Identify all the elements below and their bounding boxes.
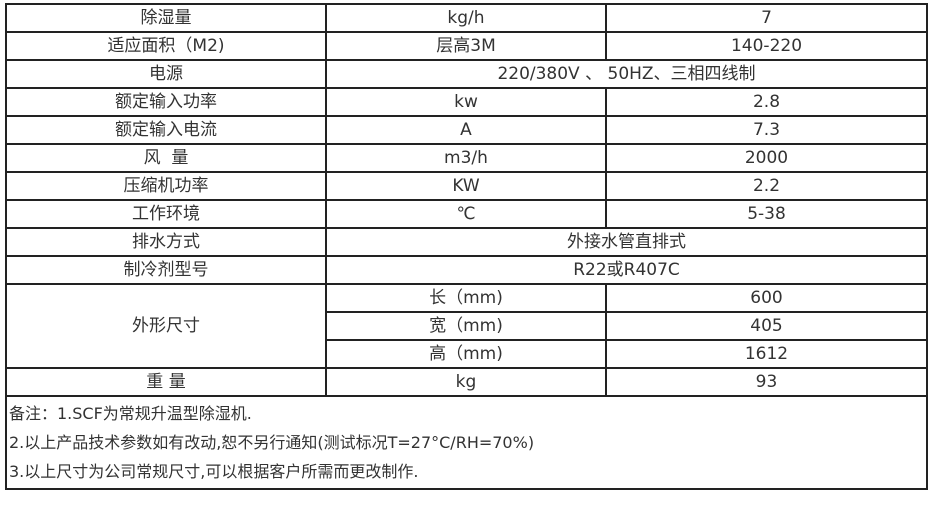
param-value: R22或R407C (325, 255, 928, 285)
param-name: 电源 (5, 59, 327, 89)
param-name: 工作环境 (5, 199, 327, 229)
notes-row: 备注：1.SCF为常规升温型除湿机. 2.以上产品技术参数如有改动,恕不另行通知… (5, 395, 928, 490)
param-value: 5-38 (605, 199, 928, 229)
param-value: 93 (605, 367, 928, 397)
table-row: 宽（mm) 405 (6, 311, 928, 341)
param-value: 2.2 (605, 171, 928, 201)
notes-cell: 备注：1.SCF为常规升温型除湿机. 2.以上产品技术参数如有改动,恕不另行通知… (5, 395, 928, 490)
table-row: 风 量 m3/h 2000 (5, 143, 928, 173)
table-row: 高（mm) 1612 (6, 339, 928, 369)
param-value: 7 (605, 3, 928, 33)
table-row: 额定输入电流 A 7.3 (5, 115, 928, 145)
param-unit: kg/h (325, 3, 607, 33)
param-unit: A (325, 115, 607, 145)
param-value: 220/380V 、 50HZ、三相四线制 (325, 59, 928, 89)
table-row: 制冷剂型号 R22或R407C (5, 255, 928, 285)
param-name: 适应面积（M2) (5, 31, 327, 61)
table-row: 排水方式 外接水管直排式 (5, 227, 928, 257)
param-unit: m3/h (325, 143, 607, 173)
note-line: 2.以上产品技术参数如有改动,恕不另行通知(测试标况T=27°C/RH=70%) (9, 433, 535, 452)
param-unit: 层高3M (325, 31, 607, 61)
table-row: 重 量 kg 93 (5, 367, 928, 397)
param-unit: ℃ (325, 199, 607, 229)
table-row: 压缩机功率 KW 2.2 (5, 171, 928, 201)
param-unit: kg (325, 367, 607, 397)
param-value: 405 (605, 311, 928, 341)
param-unit: 宽（mm) (325, 311, 607, 341)
table-row: 电源 220/380V 、 50HZ、三相四线制 (5, 59, 928, 89)
note-line: 3.以上尺寸为公司常规尺寸,可以根据客户所需而更改制作. (9, 462, 419, 481)
param-value: 2.8 (605, 87, 928, 117)
param-unit: KW (325, 171, 607, 201)
note-line: 备注：1.SCF为常规升温型除湿机. (9, 404, 252, 423)
param-value: 外接水管直排式 (325, 227, 928, 257)
param-value: 7.3 (605, 115, 928, 145)
param-name: 排水方式 (5, 227, 327, 257)
param-unit: 高（mm) (325, 339, 607, 369)
param-value: 2000 (605, 143, 928, 173)
table-row: 额定输入功率 kw 2.8 (5, 87, 928, 117)
param-unit: 长（mm) (325, 283, 607, 313)
param-value: 1612 (605, 339, 928, 369)
param-name: 额定输入电流 (5, 115, 327, 145)
param-name: 除湿量 (5, 3, 327, 33)
param-name: 重 量 (5, 367, 327, 397)
param-name: 压缩机功率 (5, 171, 327, 201)
param-name: 风 量 (5, 143, 327, 173)
param-name: 额定输入功率 (5, 87, 327, 117)
param-unit: kw (325, 87, 607, 117)
table-row: 适应面积（M2) 层高3M 140-220 (5, 31, 928, 61)
param-name: 制冷剂型号 (5, 255, 327, 285)
param-name: 外形尺寸 (5, 283, 327, 369)
table-row: 除湿量 kg/h 7 (5, 3, 928, 33)
spec-table: 除湿量 kg/h 7 适应面积（M2) 层高3M 140-220 电源 220/380V … (5, 3, 928, 490)
param-value: 140-220 (605, 31, 928, 61)
table-row: 外形尺寸 长（mm) 600 (5, 283, 928, 369)
param-value: 600 (605, 283, 928, 313)
table-row: 工作环境 ℃ 5-38 (5, 199, 928, 229)
